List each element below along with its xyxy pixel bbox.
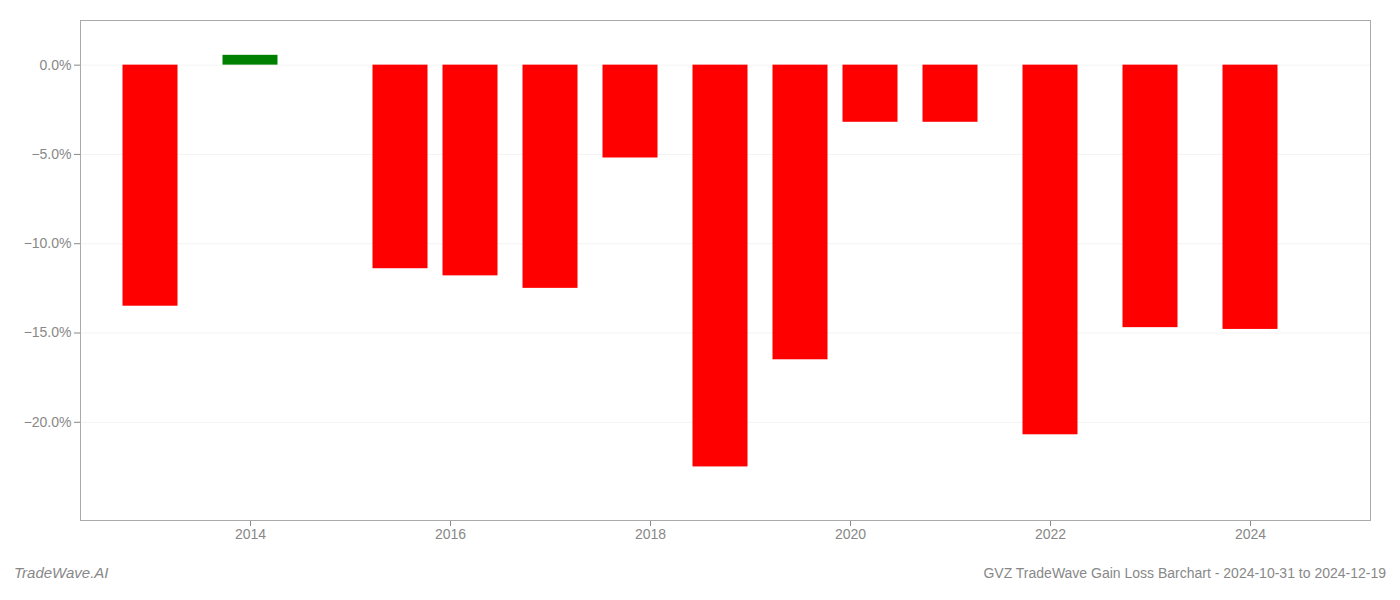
svg-text:2020: 2020 (835, 526, 866, 542)
html-text:TradeWave.AI: TradeWave.AI (14, 564, 109, 581)
svg-text:−20.0%: −20.0% (24, 414, 72, 430)
svg-text:2016: 2016 (435, 526, 466, 542)
svg-text:2022: 2022 (1035, 526, 1066, 542)
svg-text:0.0%: 0.0% (40, 57, 72, 73)
html-text:GVZ TradeWave Gain Loss Barcha: GVZ TradeWave Gain Loss Barchart - 2024-… (983, 565, 1386, 581)
svg-text:2024: 2024 (1235, 526, 1266, 542)
svg-text:2018: 2018 (635, 526, 666, 542)
svg-text:−5.0%: −5.0% (31, 146, 71, 162)
svg-text:2014: 2014 (235, 526, 266, 542)
svg-text:−10.0%: −10.0% (24, 235, 72, 251)
svg-text:−15.0%: −15.0% (24, 324, 72, 340)
